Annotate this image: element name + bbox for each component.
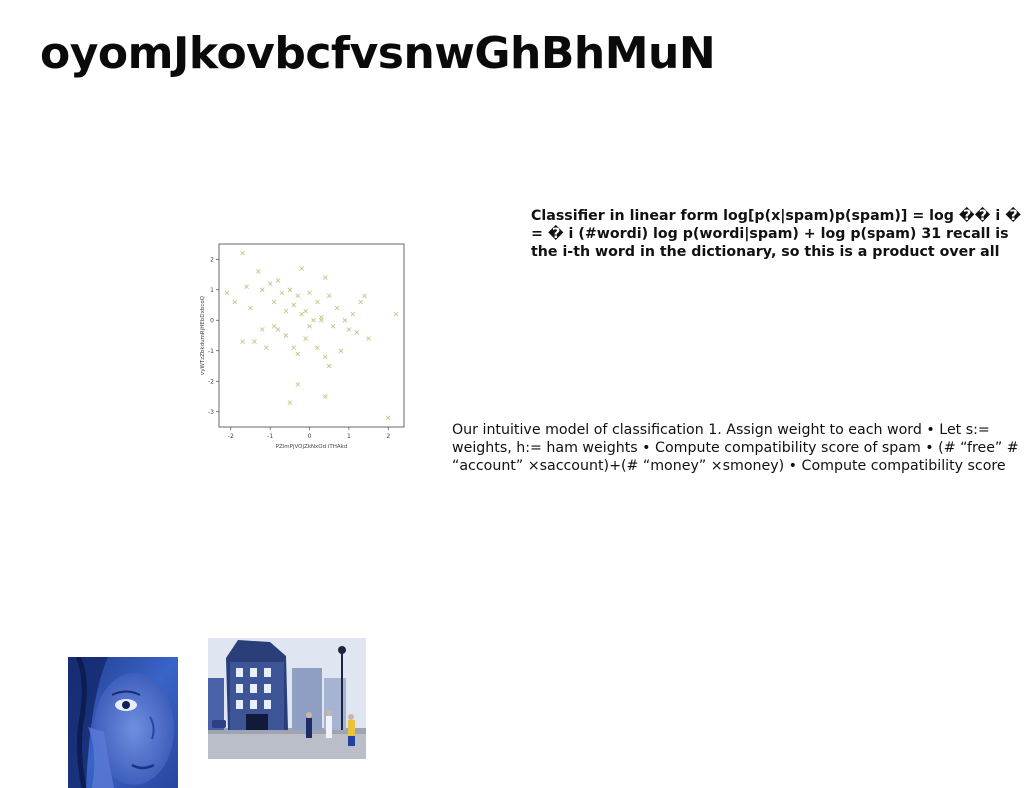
scatter-point bbox=[358, 299, 364, 305]
scatter-point bbox=[299, 311, 304, 317]
scatter-point bbox=[283, 333, 289, 338]
scatter-point bbox=[322, 275, 328, 280]
x-tick-label: -1 bbox=[267, 433, 273, 440]
scatter-point bbox=[319, 317, 324, 323]
scatter-point bbox=[291, 345, 297, 351]
y-tick-label: -3 bbox=[208, 409, 214, 416]
scatter-point bbox=[295, 293, 301, 299]
scatter-point bbox=[303, 336, 308, 341]
portrait-photo bbox=[68, 657, 178, 788]
scatter-point bbox=[322, 354, 328, 360]
scatter-plot-svg: -2 -1 0 1 2 2 1 0 -1 -2 -3 PZlmPjVOjZkNxOd iTHAkd vy… bbox=[200, 243, 405, 450]
scatter-point bbox=[342, 317, 348, 323]
scatter-point bbox=[295, 351, 301, 357]
scatter-point bbox=[362, 293, 367, 299]
scatter-point bbox=[287, 287, 293, 293]
scatter-point bbox=[350, 311, 356, 317]
scatter-point bbox=[338, 348, 344, 354]
y-tick-label: -2 bbox=[208, 378, 214, 385]
scatter-point bbox=[291, 302, 297, 308]
street-photo bbox=[208, 638, 366, 759]
scatter-point bbox=[322, 394, 328, 399]
scatter-point bbox=[315, 345, 320, 351]
scatter-point bbox=[256, 269, 261, 274]
scatter-point bbox=[271, 299, 277, 305]
scatter-point bbox=[299, 266, 304, 271]
scatter-point bbox=[315, 299, 320, 305]
scatter-point bbox=[385, 415, 391, 421]
scatter-point bbox=[275, 278, 281, 283]
classifier-text: Classifier in linear form log[p(x|spam)p… bbox=[531, 208, 1022, 260]
scatter-point bbox=[224, 290, 230, 296]
scatter-chart: -2 -1 0 1 2 2 1 0 -1 -2 -3 PZlmPjVOjZkNxOd iTHAkd vy… bbox=[195, 236, 410, 451]
scatter-point bbox=[307, 324, 312, 329]
scatter-point bbox=[240, 250, 245, 256]
scatter-point bbox=[354, 330, 360, 335]
scatter-point bbox=[259, 287, 265, 293]
y-tick-label: 2 bbox=[210, 256, 214, 263]
scatter-point bbox=[267, 281, 273, 286]
scatter-point bbox=[244, 284, 249, 290]
y-tick-label: 1 bbox=[210, 287, 214, 294]
scatter-point bbox=[279, 290, 285, 296]
y-tick-label: 0 bbox=[210, 317, 214, 324]
scatter-point bbox=[263, 345, 269, 351]
slide-title: oyomJkovbcfvsnwGhBhMuN bbox=[40, 28, 716, 79]
x-axis-label: PZlmPjVOjZkNxOd iTHAkd bbox=[276, 444, 348, 450]
scatter-point bbox=[311, 317, 316, 323]
x-tick-label: 0 bbox=[308, 433, 312, 440]
scatter-point bbox=[307, 290, 312, 296]
classification-model-text: Our intuitive model of classification 1.… bbox=[452, 422, 1019, 474]
scatter-point bbox=[271, 324, 277, 329]
scatter-point bbox=[275, 327, 281, 332]
scatter-point bbox=[283, 308, 289, 314]
y-tick-label: -1 bbox=[208, 348, 214, 355]
x-tick-label: -2 bbox=[228, 433, 234, 440]
scatter-point bbox=[252, 339, 257, 344]
plot-frame bbox=[218, 243, 405, 428]
x-tick-label: 2 bbox=[386, 433, 390, 440]
scatter-point bbox=[240, 339, 245, 344]
y-axis-label: vyWTzZbkdumRjHEbDxbcoQ bbox=[200, 295, 206, 375]
scatter-point bbox=[326, 363, 332, 369]
scatter-point bbox=[287, 400, 293, 405]
scatter-point bbox=[295, 381, 301, 387]
scatter-point bbox=[330, 324, 336, 329]
scatter-point bbox=[248, 305, 253, 311]
scatter-point bbox=[303, 308, 308, 314]
scatter-point bbox=[326, 293, 332, 299]
scatter-point bbox=[259, 327, 265, 332]
scatter-point bbox=[232, 299, 238, 305]
scatter-point bbox=[366, 336, 371, 341]
scatter-point bbox=[393, 311, 399, 317]
scatter-point bbox=[346, 327, 352, 332]
scatter-point bbox=[334, 305, 340, 311]
x-tick-label: 1 bbox=[347, 433, 351, 440]
